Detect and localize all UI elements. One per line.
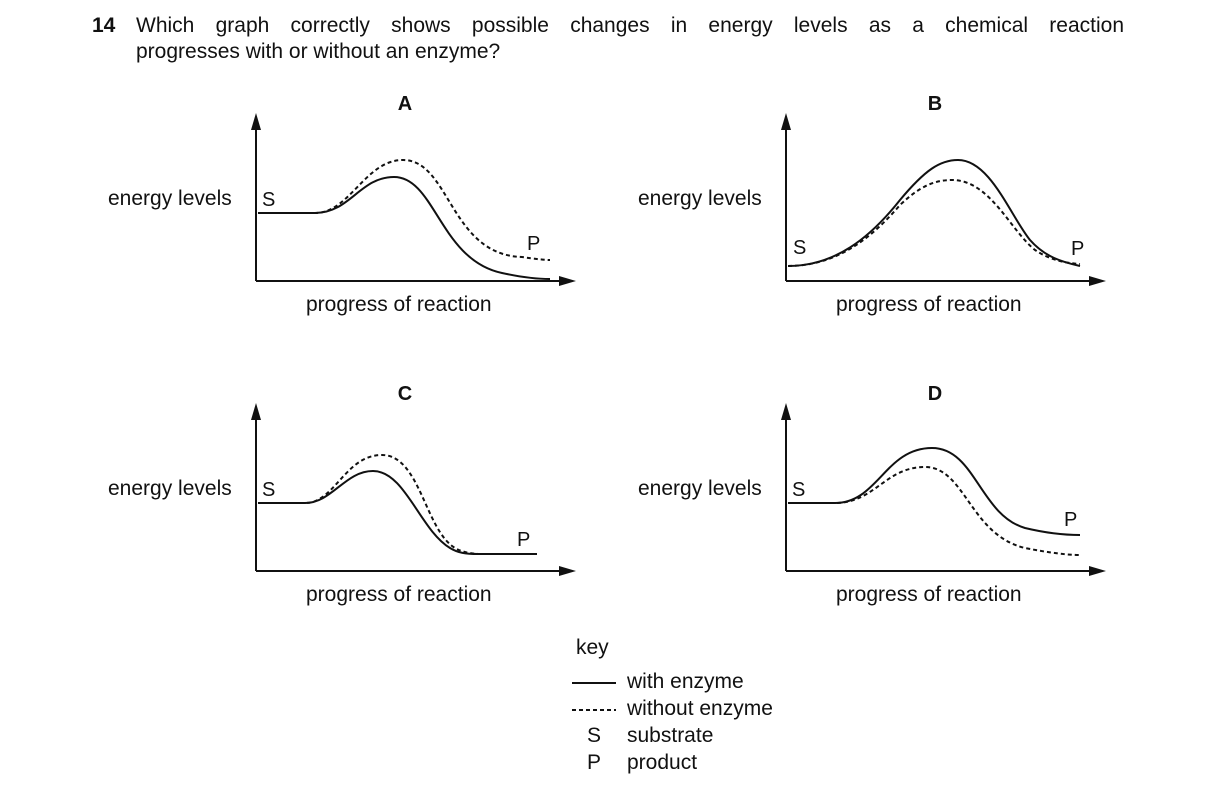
solid-line-icon xyxy=(572,682,616,684)
product-label: P xyxy=(1064,509,1078,531)
graph-d: D energy levels progress of reaction S P xyxy=(630,380,1150,630)
x-axis-label: progress of reaction xyxy=(306,293,492,316)
graph-a: A energy levels progress of reaction S P xyxy=(100,90,620,340)
x-axis-label: progress of reaction xyxy=(306,583,492,606)
key-row-without-enzyme: without enzyme xyxy=(570,697,830,723)
key-symbol: P xyxy=(586,751,601,774)
key-symbol: S xyxy=(586,724,601,747)
graph-d-plot xyxy=(781,403,1106,576)
question-text: Which graph correctly shows possible cha… xyxy=(136,13,1124,65)
graph-title: C xyxy=(397,383,413,405)
curve-without-enzyme xyxy=(258,453,537,555)
question-number: 14 xyxy=(92,14,116,37)
substrate-label: S xyxy=(262,479,276,501)
y-axis-arrow-icon xyxy=(251,403,261,420)
y-axis-label: energy levels xyxy=(108,187,232,210)
substrate-label: S xyxy=(793,237,807,259)
graph-title: B xyxy=(927,93,943,115)
x-axis-arrow-icon xyxy=(1089,276,1106,286)
substrate-label: S xyxy=(262,189,276,211)
x-axis-arrow-icon xyxy=(1089,566,1106,576)
curve-without-enzyme xyxy=(787,178,1081,267)
curve-with-enzyme xyxy=(787,158,1081,267)
graph-title: D xyxy=(927,383,943,405)
key-row-substrate: S substrate xyxy=(570,724,830,750)
y-axis-label: energy levels xyxy=(638,477,762,500)
x-axis-arrow-icon xyxy=(559,566,576,576)
graph-title: A xyxy=(397,93,413,115)
graph-c-plot xyxy=(251,403,576,576)
curve-without-enzyme xyxy=(788,465,1081,556)
curve-with-enzyme xyxy=(788,446,1081,536)
x-axis-label: progress of reaction xyxy=(836,583,1022,606)
key-label: with enzyme xyxy=(627,670,744,693)
curve-with-enzyme xyxy=(258,175,551,280)
key-label: without enzyme xyxy=(627,697,773,720)
product-label: P xyxy=(1071,238,1085,260)
graph-b: B energy levels progress of reaction S P xyxy=(630,90,1150,340)
graph-c: C energy levels progress of reaction S P xyxy=(100,380,620,630)
y-axis-arrow-icon xyxy=(251,113,261,130)
graph-a-plot xyxy=(251,113,576,286)
y-axis-arrow-icon xyxy=(781,113,791,130)
key-title: key xyxy=(576,636,609,659)
dashed-line-icon xyxy=(572,709,616,711)
curve-without-enzyme xyxy=(258,158,551,261)
question-line-2: progresses with or without an enzyme? xyxy=(136,40,501,63)
curve-with-enzyme xyxy=(258,469,537,555)
key-label: substrate xyxy=(627,724,714,747)
y-axis-arrow-icon xyxy=(781,403,791,420)
question-line-1: Which graph correctly shows possible cha… xyxy=(136,14,1124,37)
key-row-with-enzyme: with enzyme xyxy=(570,670,830,696)
product-label: P xyxy=(527,233,541,255)
key-label: product xyxy=(627,751,698,774)
product-label: P xyxy=(517,529,531,551)
key-row-product: P product xyxy=(570,751,830,777)
x-axis-label: progress of reaction xyxy=(836,293,1022,316)
graph-b-plot xyxy=(781,113,1106,286)
x-axis-arrow-icon xyxy=(559,276,576,286)
substrate-label: S xyxy=(792,479,806,501)
y-axis-label: energy levels xyxy=(638,187,762,210)
y-axis-label: energy levels xyxy=(108,477,232,500)
